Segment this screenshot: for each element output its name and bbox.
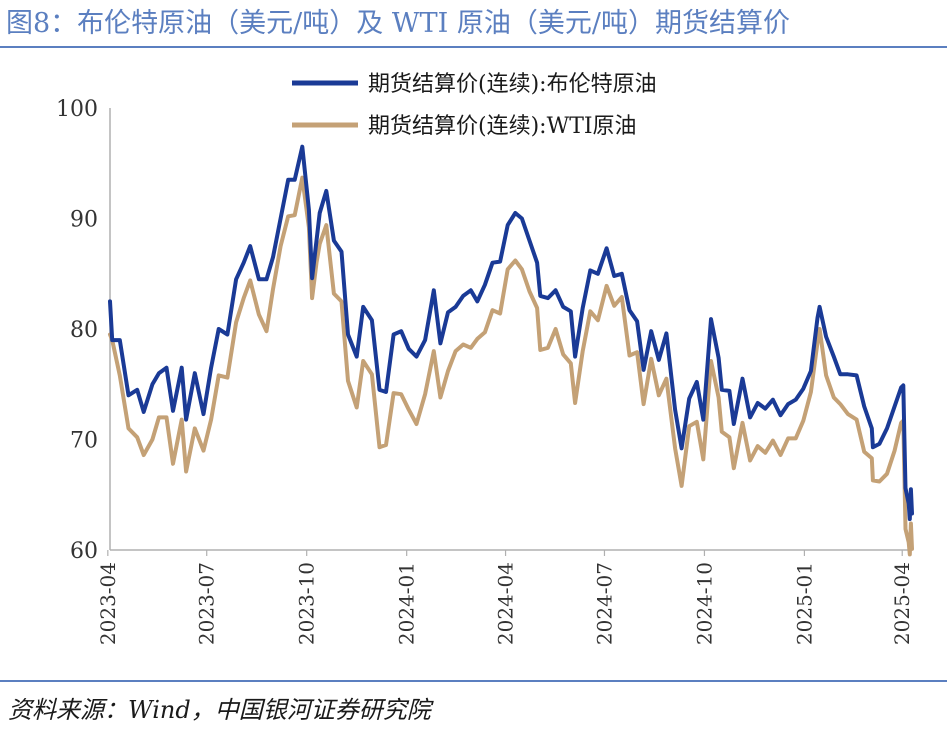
x-tick-label: 2024-10 — [692, 562, 716, 645]
series-line-wti — [108, 175, 914, 557]
x-tick-label: 2023-07 — [195, 562, 219, 645]
chart-series — [108, 144, 914, 557]
y-tick-label: 90 — [70, 208, 98, 233]
chart-axes: 60 70 80 90 100 2023-04 2023-07 2023-10 2024-01 2… — [56, 97, 914, 645]
source-rule — [0, 680, 947, 682]
y-tick-label: 70 — [70, 429, 98, 454]
legend-label-brent: 期货结算价(连续):布伦特原油 — [368, 72, 657, 97]
legend-label-wti: 期货结算价(连续):WTI原油 — [368, 114, 637, 139]
y-tick-label: 80 — [70, 318, 98, 343]
x-tick-label: 2024-01 — [395, 562, 419, 645]
x-tick-label: 2023-04 — [96, 562, 120, 645]
line-chart: 60 70 80 90 100 2023-04 2023-07 2023-10 2024-01 2… — [56, 72, 914, 645]
x-tick-label: 2025-04 — [890, 562, 914, 645]
title-rule — [0, 46, 947, 48]
y-tick-label: 60 — [70, 539, 98, 564]
x-tick-label: 2024-04 — [494, 562, 518, 645]
x-tick-label: 2023-10 — [295, 562, 319, 645]
series-line-brent — [108, 144, 914, 522]
y-tick-label: 100 — [56, 97, 98, 122]
x-tick-label: 2024-07 — [592, 562, 616, 645]
source-note: 资料来源：Wind，中国银河证券研究院 — [8, 696, 431, 724]
figure-title: 图8：布伦特原油（美元/吨）及 WTI 原油（美元/吨）期货结算价 — [6, 8, 790, 39]
x-tick-label: 2025-01 — [792, 562, 816, 645]
